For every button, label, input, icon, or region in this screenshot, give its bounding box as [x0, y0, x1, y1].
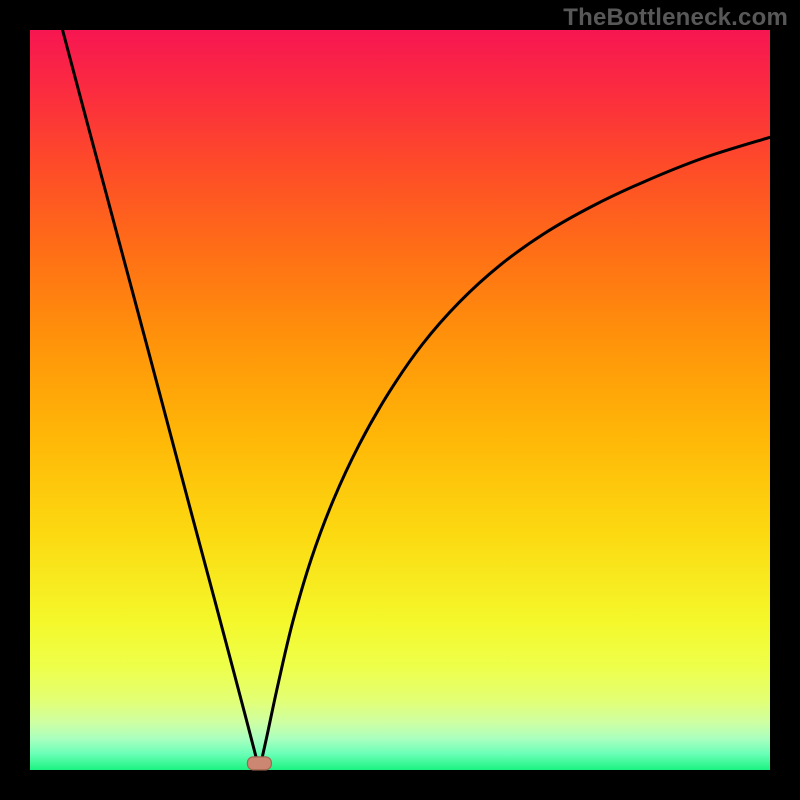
optimum-marker	[247, 757, 271, 770]
chart-background	[30, 30, 770, 770]
chart-svg	[0, 0, 800, 800]
chart-container: TheBottleneck.com	[0, 0, 800, 800]
watermark-text: TheBottleneck.com	[563, 4, 788, 32]
